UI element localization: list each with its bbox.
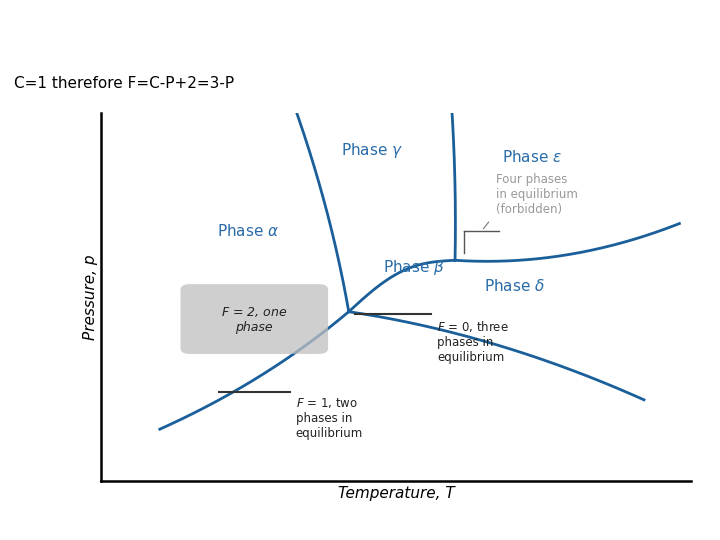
Text: $F$ = 2, one
phase: $F$ = 2, one phase (221, 305, 287, 334)
Text: Phase $\gamma$: Phase $\gamma$ (341, 140, 403, 160)
Text: Phase $\delta$: Phase $\delta$ (484, 278, 544, 294)
Text: $F$ = 0, three
phases in
equilibrium: $F$ = 0, three phases in equilibrium (437, 319, 509, 364)
Text: Phase $\beta$: Phase $\beta$ (383, 258, 444, 277)
Text: Four phases
in equilibrium
(forbidden): Four phases in equilibrium (forbidden) (496, 173, 578, 215)
Text: One component diagrams: One component diagrams (108, 16, 612, 49)
X-axis label: Temperature, T: Temperature, T (338, 486, 454, 501)
Text: Phase $\varepsilon$: Phase $\varepsilon$ (503, 150, 562, 165)
Text: C=1 therefore F=C-P+2=3-P: C=1 therefore F=C-P+2=3-P (14, 76, 235, 91)
Text: $F$ = 1, two
phases in
equilibrium: $F$ = 1, two phases in equilibrium (296, 396, 363, 440)
Text: Phase $\alpha$: Phase $\alpha$ (217, 223, 279, 239)
FancyBboxPatch shape (181, 284, 328, 354)
Y-axis label: Pressure, p: Pressure, p (83, 254, 98, 340)
